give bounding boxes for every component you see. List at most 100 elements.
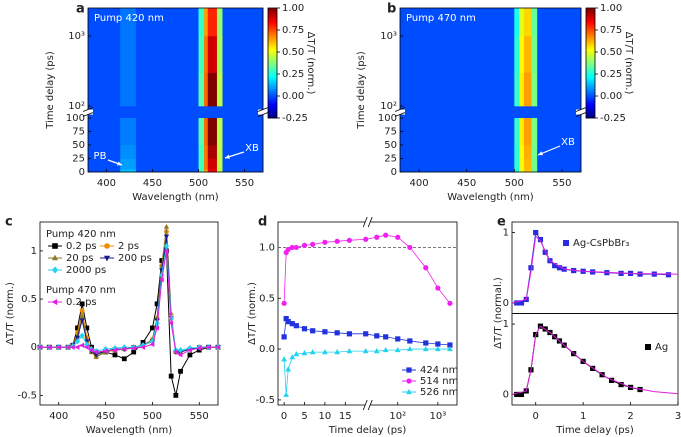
x-axis-label: Wavelength (nm) (132, 192, 218, 203)
heatmap-cell (514, 145, 520, 159)
plot-frame (511, 313, 679, 406)
marker (75, 325, 80, 331)
colorbar-step (268, 11, 277, 14)
plot-frame (39, 221, 219, 406)
axis-break-mark (367, 399, 373, 411)
panel-label: c (5, 215, 13, 230)
colorbar-step (268, 41, 277, 44)
annotation-arrowhead (117, 161, 122, 166)
heatmap-cell (120, 118, 137, 146)
marker (130, 345, 136, 351)
axis-break-gap (365, 217, 371, 227)
colorbar-step (586, 108, 595, 112)
marker (79, 342, 85, 348)
marker (301, 242, 308, 248)
marker (514, 300, 520, 306)
colorbar-step (268, 86, 277, 90)
colorbar-step (586, 22, 595, 25)
marker (196, 345, 202, 351)
heatmap-cell (135, 158, 199, 170)
axis-break-mark (82, 112, 94, 117)
colorbar-step (268, 53, 277, 57)
colorbar-step (268, 70, 277, 73)
marker (281, 356, 287, 362)
heatmap-cell (120, 72, 137, 107)
heatmap-cell (135, 118, 199, 146)
axis-break-gap (258, 109, 268, 115)
axis-break-mark (257, 112, 269, 117)
x-tick-label: 0 (281, 411, 287, 422)
marker (51, 266, 59, 274)
heatmap-cell (433, 169, 450, 173)
heatmap-cell (537, 158, 582, 170)
colorbar-step (268, 63, 277, 66)
colorbar-step (268, 37, 277, 40)
heatmap-cell (514, 72, 520, 107)
marker (104, 243, 110, 249)
heatmap-cell (222, 8, 264, 37)
legend-label: 424 nm (420, 365, 458, 376)
marker (102, 348, 108, 354)
heatmap-cell (198, 8, 205, 37)
axis-break-gap (365, 400, 371, 410)
heatmap-cell (204, 35, 209, 73)
marker (83, 344, 89, 350)
marker (618, 381, 624, 388)
axis-break-gap (576, 109, 586, 115)
marker (346, 331, 352, 337)
marker (334, 349, 341, 355)
colorbar-label: ΔT/T (norm.) (623, 32, 634, 95)
x-tick-label: 10³ (429, 411, 446, 422)
colorbar-step (586, 42, 595, 46)
colorbar-step (268, 55, 277, 58)
heatmap-cell (523, 35, 532, 73)
annotation-arrowhead (225, 154, 230, 159)
marker (423, 340, 429, 346)
heatmap-cell (519, 118, 525, 146)
marker (285, 246, 291, 253)
colorbar-step (268, 24, 277, 27)
colorbar-step (586, 77, 595, 80)
y-tick-label: 1 (503, 319, 509, 330)
colorbar-step (586, 17, 595, 20)
heatmap-cell (531, 35, 538, 73)
axis-break-mark (575, 112, 587, 117)
heatmap-cell (204, 8, 209, 37)
y-tick-label: 1 (503, 228, 509, 239)
heatmap-cell (537, 145, 582, 159)
marker (46, 344, 52, 350)
colorbar-step (268, 68, 277, 71)
marker (309, 349, 316, 355)
marker (112, 347, 117, 353)
heatmap-cell (207, 35, 218, 73)
colorbar-step (268, 97, 277, 101)
x-tick-label: 400 (49, 411, 68, 422)
x-tick-label: 2 (627, 411, 633, 422)
heatmap-cell (537, 72, 582, 107)
marker (518, 391, 525, 398)
colorbar-step (586, 53, 595, 57)
colorbar-step (268, 28, 277, 31)
heatmap-cell (537, 118, 582, 146)
x-tick-label: 3 (675, 411, 681, 422)
y-tick-label: 100 (378, 113, 397, 124)
heatmap-cell (523, 72, 532, 107)
marker (289, 354, 296, 360)
annotation: XB (245, 143, 259, 154)
colorbar-step (586, 20, 595, 24)
legend-label: 200 ps (118, 253, 152, 264)
heatmap-cell (207, 118, 218, 146)
marker (187, 352, 193, 358)
colorbar-step (586, 86, 595, 90)
marker (285, 319, 291, 325)
heatmap-cell (400, 118, 434, 146)
heatmap-cell (135, 35, 199, 73)
marker (301, 350, 308, 356)
y-tick-label: 0.5 (21, 294, 37, 305)
heatmap-cell (204, 158, 209, 170)
heatmap-cell (449, 72, 515, 107)
y-tick-label: 25 (72, 154, 85, 165)
colorbar-step (268, 31, 277, 35)
colorbar-step (586, 68, 595, 71)
heatmap-cell (433, 35, 450, 73)
